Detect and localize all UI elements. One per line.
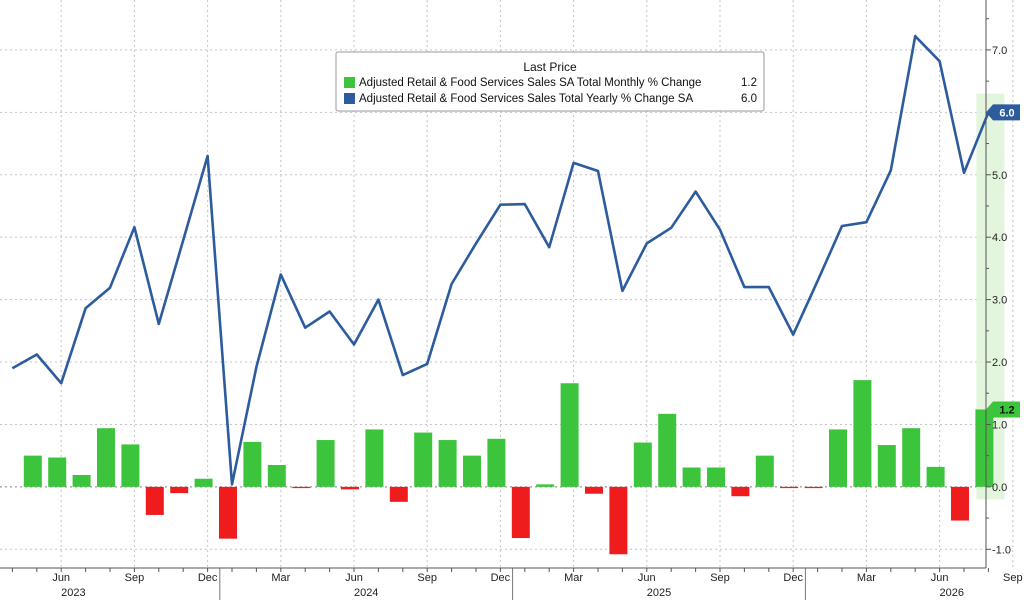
monthly-change-bar bbox=[72, 474, 91, 487]
monthly-change-bar bbox=[341, 486, 359, 490]
monthly-change-bar bbox=[633, 442, 652, 487]
x-tick-label: Sep bbox=[1003, 572, 1023, 584]
y-tick-label: 2.0 bbox=[992, 357, 1007, 369]
monthly-change-bar bbox=[389, 486, 408, 502]
monthly-change-bar bbox=[219, 486, 237, 539]
monthly-change-bar bbox=[902, 428, 921, 487]
monthly-change-bar bbox=[145, 486, 164, 515]
legend-value-monthly: 1.2 bbox=[741, 77, 757, 89]
last-value-tag bbox=[986, 401, 1020, 418]
x-tick-label: Jun bbox=[638, 572, 656, 584]
monthly-change-bar bbox=[560, 383, 579, 487]
x-tick-label: Mar bbox=[857, 572, 876, 584]
yearly-change-line-path bbox=[11, 34, 990, 486]
y-tick-label: 1.0 bbox=[992, 419, 1007, 431]
y-tick-label: 7.0 bbox=[992, 45, 1007, 57]
legend-title: Last Price bbox=[523, 60, 577, 74]
monthly-change-bars bbox=[23, 380, 994, 555]
monthly-change-bar bbox=[926, 466, 945, 487]
y-tick-label: 4.0 bbox=[992, 232, 1007, 244]
monthly-change-bar bbox=[463, 455, 481, 487]
monthly-change-bar bbox=[170, 486, 189, 494]
x-tick-label: Jun bbox=[931, 572, 949, 584]
x-tick-label: Sep bbox=[417, 572, 437, 584]
monthly-change-bar bbox=[438, 440, 457, 487]
year-label: 2023 bbox=[61, 587, 85, 599]
last-value-tag bbox=[986, 104, 1020, 121]
monthly-change-bar bbox=[804, 486, 823, 489]
x-tick-label: Dec bbox=[783, 572, 803, 584]
monthly-change-bar bbox=[292, 486, 311, 489]
legend-box bbox=[335, 51, 765, 112]
monthly-change-bar bbox=[536, 484, 555, 487]
monthly-change-bar bbox=[658, 413, 677, 487]
last-value-tags: 6.0 1.2 bbox=[986, 104, 1020, 418]
x-tick-label: Jun bbox=[52, 572, 70, 584]
y-tick-label: -1.0 bbox=[992, 544, 1011, 556]
x-tick-label: Dec bbox=[491, 572, 511, 584]
monthly-change-bar bbox=[243, 441, 262, 487]
legend-swatch-monthly bbox=[344, 77, 355, 88]
monthly-change-bar bbox=[414, 432, 433, 487]
monthly-change-bar bbox=[316, 440, 335, 487]
legend-label-monthly: Adjusted Retail & Food Services Sales SA… bbox=[359, 77, 701, 89]
x-tick-label: Jun bbox=[345, 572, 363, 584]
monthly-change-bar bbox=[853, 380, 872, 487]
year-label: 2024 bbox=[354, 587, 378, 599]
monthly-change-bar bbox=[707, 467, 725, 487]
monthly-change-bar bbox=[487, 438, 506, 487]
monthly-change-bar bbox=[97, 428, 115, 487]
legend-swatch-yearly bbox=[344, 93, 355, 104]
monthly-change-bar bbox=[585, 486, 603, 494]
monthly-change-bar bbox=[48, 457, 67, 487]
x-tick-label: Sep bbox=[710, 572, 730, 584]
y-tick-label: 5.0 bbox=[992, 170, 1007, 182]
monthly-change-bar bbox=[731, 486, 750, 497]
x-tick-label: Dec bbox=[198, 572, 218, 584]
year-label: 2025 bbox=[647, 587, 671, 599]
monthly-change-bar bbox=[755, 455, 774, 487]
legend-value-yearly: 6.0 bbox=[741, 93, 757, 105]
last-value-tag-text: 1.2 bbox=[999, 404, 1014, 416]
x-tick-label: Mar bbox=[564, 572, 583, 584]
yearly-change-line bbox=[11, 34, 990, 486]
monthly-change-bar bbox=[121, 444, 140, 487]
monthly-change-bar bbox=[23, 455, 42, 487]
monthly-change-bar bbox=[829, 429, 847, 487]
legend: Last Price Adjusted Retail & Food Servic… bbox=[335, 51, 765, 112]
monthly-change-bar bbox=[877, 445, 896, 487]
monthly-change-bar bbox=[951, 486, 969, 521]
legend-label-yearly: Adjusted Retail & Food Services Sales To… bbox=[359, 93, 693, 105]
year-label: 2026 bbox=[940, 587, 964, 599]
monthly-change-bar bbox=[682, 467, 701, 487]
y-tick-label: 3.0 bbox=[992, 295, 1007, 307]
monthly-change-bar bbox=[194, 478, 213, 487]
monthly-change-bar bbox=[609, 486, 628, 555]
monthly-change-bar bbox=[267, 465, 286, 487]
monthly-change-bar bbox=[365, 429, 384, 487]
last-value-tag-text: 6.0 bbox=[999, 107, 1014, 119]
monthly-change-bar bbox=[780, 486, 799, 489]
x-tick-label: Sep bbox=[125, 572, 145, 584]
x-tick-label: Mar bbox=[271, 572, 290, 584]
monthly-change-bar bbox=[975, 409, 994, 487]
monthly-change-bar bbox=[511, 486, 530, 539]
y-tick-label: 0.0 bbox=[992, 482, 1007, 494]
